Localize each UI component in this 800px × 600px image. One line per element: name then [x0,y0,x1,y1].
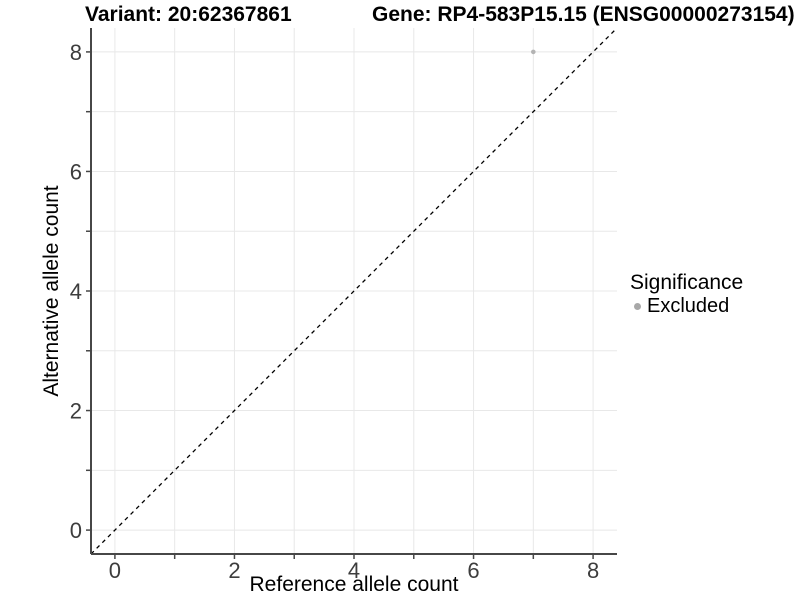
legend-title: Significance [630,271,744,294]
x-tick-label: 2 [228,558,240,583]
plot-title-variant: Variant: 20:62367861 [85,3,292,26]
x-tick-label: 0 [109,558,121,583]
x-tick-label: 8 [587,558,599,583]
y-tick-label: 6 [70,159,82,184]
legend-point-icon [634,302,641,310]
identity-dashed-line [90,27,618,555]
plot-title-gene: Gene: RP4-583P15.15 (ENSG00000273154) [372,3,795,26]
x-axis-title: Reference allele count [249,573,459,596]
legend-entry-excluded: Excluded [628,295,743,317]
x-tick-label: 4 [348,558,360,583]
y-tick-label: 2 [70,399,82,424]
y-tick-label: 8 [70,40,82,65]
data-point [531,49,536,55]
legend-entry-label: Excluded [647,295,730,317]
y-tick-label: 4 [70,279,82,304]
legend: Significance Excluded [628,271,743,317]
y-axis-title: Alternative allele count [40,185,63,397]
y-tick-label: 0 [70,518,82,543]
x-tick-label: 6 [467,558,479,583]
